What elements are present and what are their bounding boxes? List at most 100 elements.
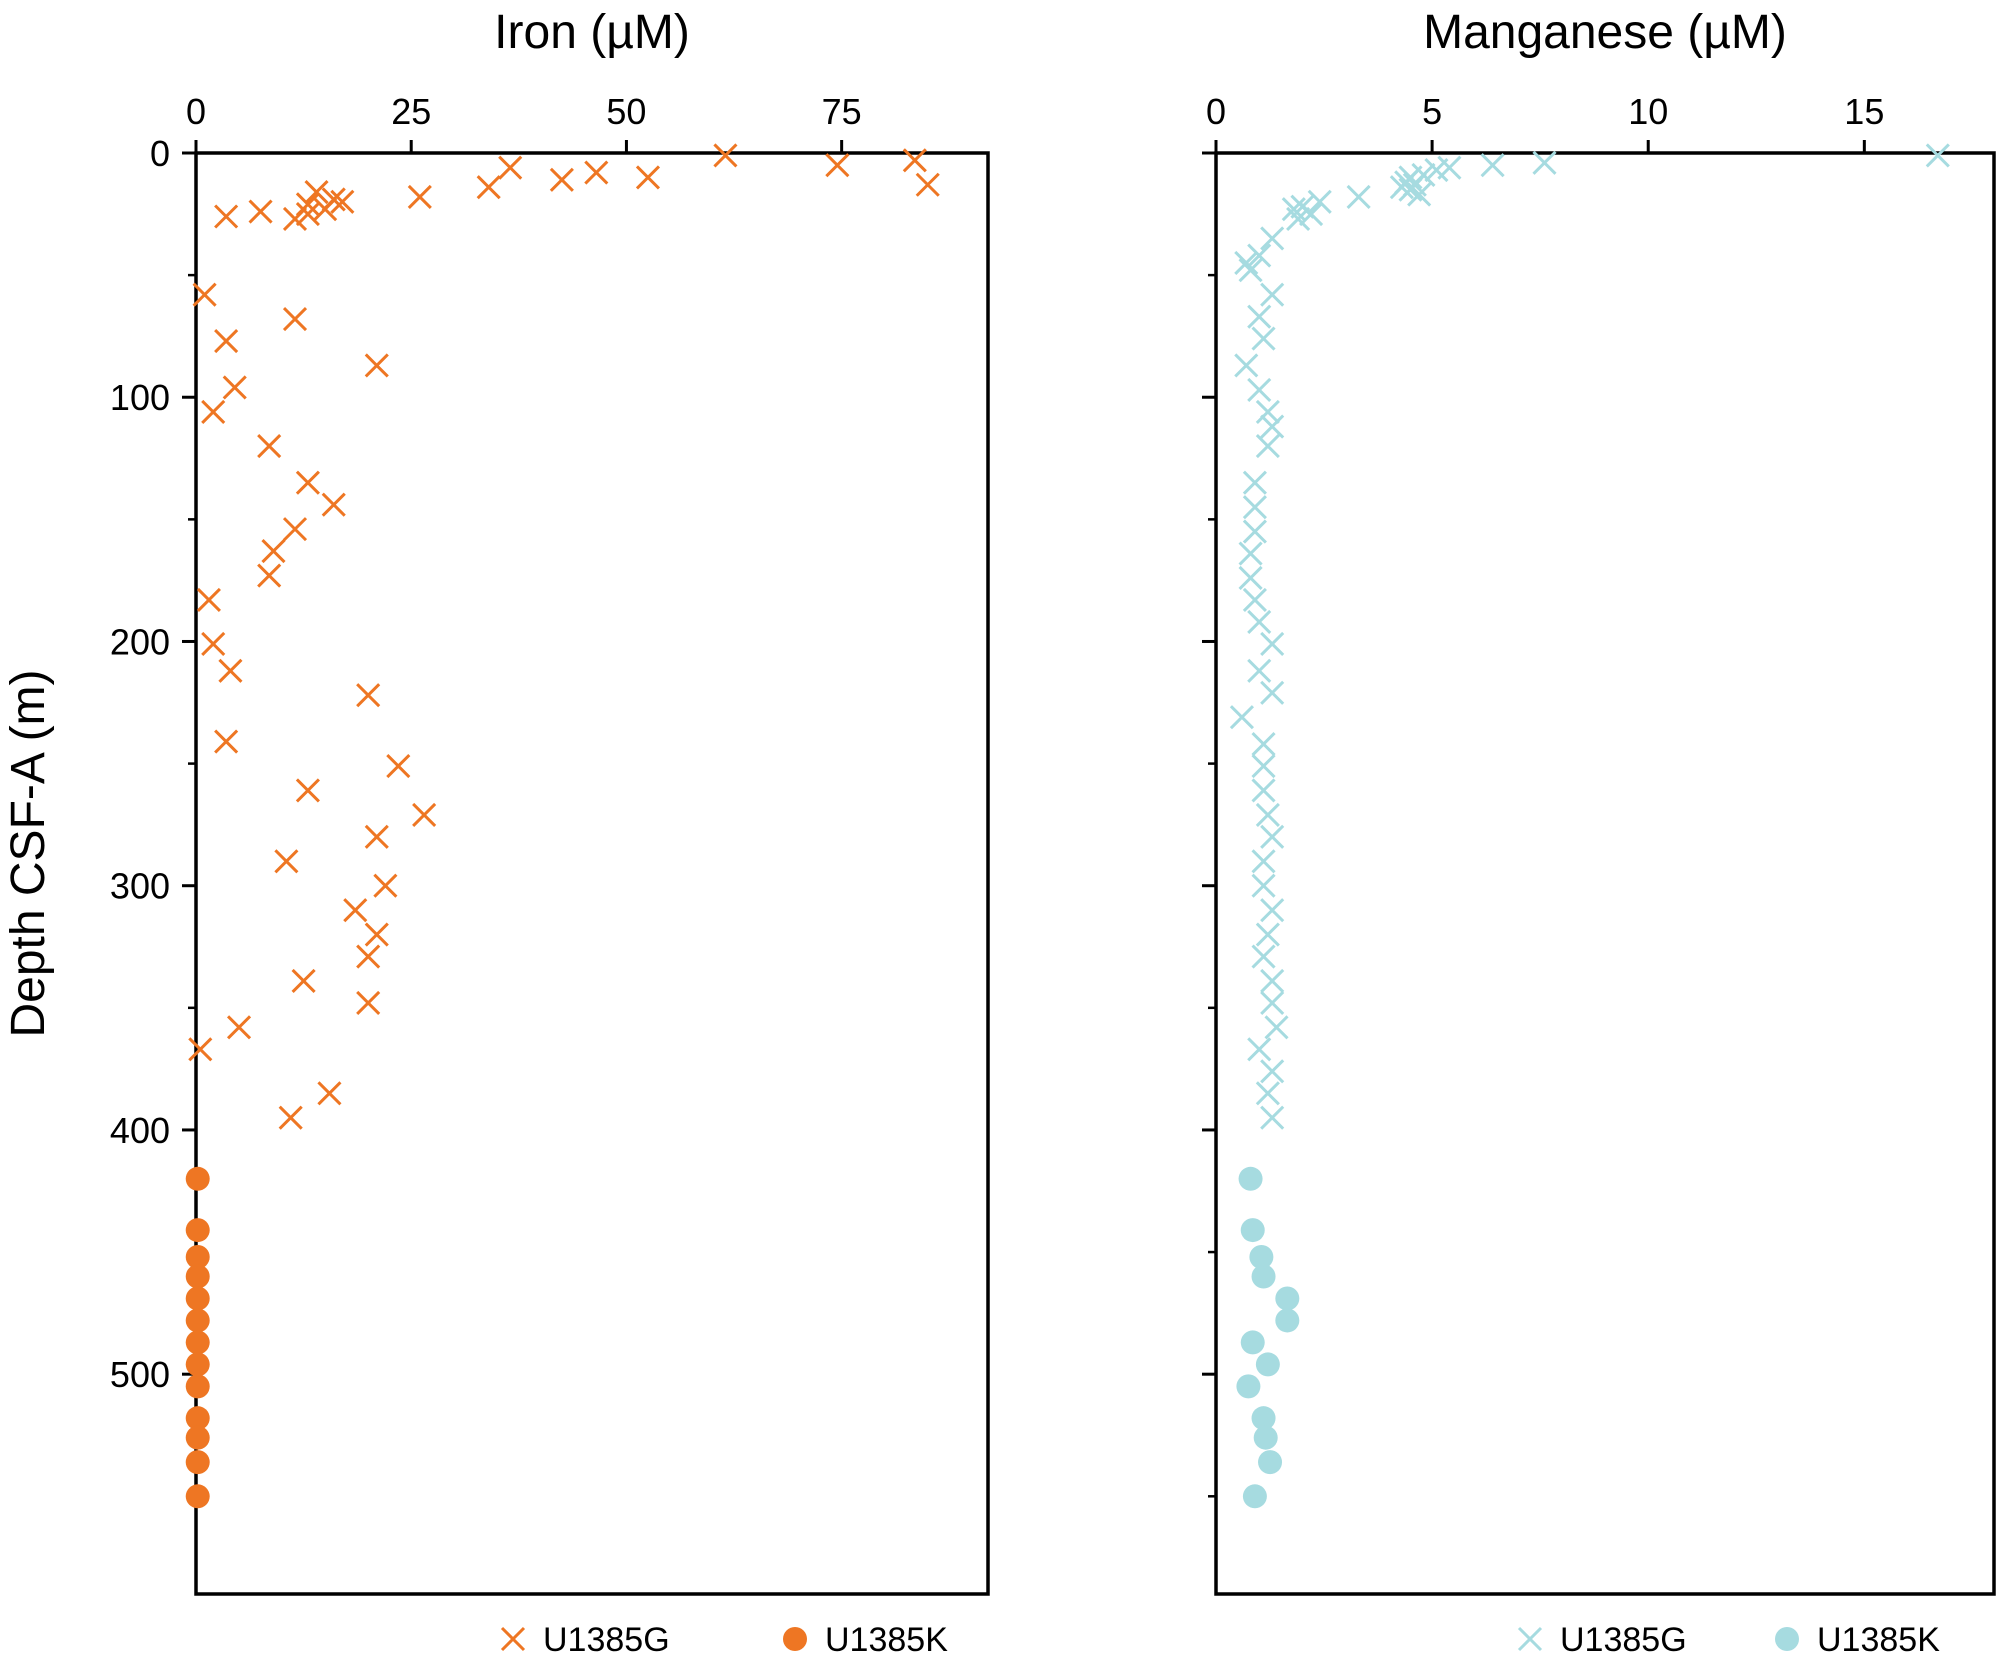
data-point-x-marker [1424,158,1449,183]
data-point-x-marker [373,873,398,898]
y-tick-label: 500 [110,1354,170,1395]
data-point-x-marker [1255,1081,1280,1106]
x-tick-label: 5 [1422,91,1442,132]
data-point-circle-marker [185,1406,210,1431]
data-point-x-marker [257,563,282,588]
x-tick-label: 50 [606,91,646,132]
data-point-x-marker [1234,353,1259,378]
data-point-circle-marker [185,1352,210,1377]
data-point-circle-marker [185,1484,210,1509]
data-point-circle-marker [185,1218,210,1243]
data-point-circle-marker [1251,1264,1276,1289]
legend-label: U1385G [543,1621,670,1659]
x-tick-label: 10 [1628,91,1668,132]
data-point-circle-marker [185,1244,210,1269]
y-tick-label: 200 [110,621,170,662]
data-point-circle-marker [1240,1218,1265,1243]
data-point-x-marker [1532,150,1557,175]
data-point-x-marker [1238,565,1263,591]
data-point-x-marker [1234,250,1259,275]
data-point-x-marker [295,778,320,803]
plot-frame [1214,151,1996,1596]
data-point-circle-marker [1255,1352,1280,1377]
data-point-x-marker [1286,206,1311,232]
data-point-x-marker [902,148,927,173]
data-point-x-marker [915,172,940,197]
data-point-x-marker [1251,326,1276,351]
data-point-x-marker [1260,968,1285,994]
data-point-x-marker [196,587,221,613]
data-point-x-marker [364,824,389,849]
legend-label: U1385G [1560,1621,1687,1659]
data-point-x-marker [304,180,329,205]
data-point-x-marker [1255,922,1280,947]
data-point-circle-marker [185,1425,210,1450]
data-point-x-marker [356,683,381,708]
data-point-circle-marker [1238,1166,1263,1191]
data-point-x-marker [1255,399,1280,424]
data-point-x-marker [1242,495,1267,520]
data-point-x-marker [313,197,338,222]
data-point-circle-marker [185,1374,210,1399]
data-point-x-marker [498,155,523,180]
x-axis-title: Manganese (µM) [1423,6,1787,59]
data-point-circle-marker [185,1330,210,1355]
data-point-x-marker [1247,377,1272,402]
data-point-x-marker [1251,778,1276,803]
data-point-x-marker [1251,753,1276,779]
data-point-x-marker [274,849,299,874]
x-tick-label: 15 [1844,91,1884,132]
data-point-x-marker [1307,189,1332,214]
data-point-x-marker [1346,184,1371,210]
data-point-x-marker [214,204,239,229]
data-point-x-marker [549,167,574,192]
data-point-x-marker [1238,258,1263,283]
data-point-x-marker [278,1105,303,1130]
data-point-circle-marker [185,1264,210,1289]
y-tick-label: 300 [110,866,170,907]
legend-circle-marker [783,1627,807,1651]
data-point-x-marker [584,160,609,185]
data-point-x-marker [1260,824,1285,849]
data-point-x-marker [1299,201,1324,227]
data-point-x-marker [1247,304,1272,329]
data-point-x-marker [261,539,286,564]
data-point-x-marker [1260,226,1285,251]
data-point-x-marker [1247,658,1272,683]
data-point-x-marker [201,399,226,424]
data-point-x-marker [226,1015,252,1040]
data-point-x-marker [356,990,381,1016]
data-point-x-marker [282,307,308,332]
data-point-x-marker [1251,849,1276,874]
y-tick-label: 400 [110,1110,170,1151]
data-point-x-marker [282,517,308,542]
legend-label: U1385K [1817,1621,1940,1659]
legend-x-marker [500,1626,526,1652]
data-point-x-marker [1247,1037,1272,1062]
data-point-x-marker [1260,680,1285,705]
data-point-circle-marker [1249,1244,1274,1269]
data-point-x-marker [222,375,247,400]
data-point-x-marker [1260,414,1285,439]
data-point-x-marker [291,968,316,994]
data-point-x-marker [1255,434,1280,459]
y-axis-title: Depth CSF-A (m) [2,669,55,1037]
data-point-x-marker [1247,609,1272,634]
data-point-x-marker [1925,143,1950,168]
data-point-x-marker [321,492,346,517]
data-point-x-marker [1251,873,1276,898]
data-point-x-marker [295,470,320,495]
legend-label: U1385K [825,1621,948,1659]
data-point-x-marker [295,201,320,227]
data-point-circle-marker [1236,1374,1261,1399]
data-point-circle-marker [185,1286,210,1311]
data-point-circle-marker [1242,1484,1267,1509]
data-point-x-marker [364,922,389,947]
data-point-circle-marker [185,1166,210,1191]
data-point-circle-marker [1253,1425,1278,1450]
data-point-x-marker [1242,587,1267,613]
data-point-x-marker [825,153,850,178]
data-point-x-marker [248,199,273,224]
data-point-x-marker [1264,1015,1289,1040]
data-point-x-marker [330,189,355,214]
